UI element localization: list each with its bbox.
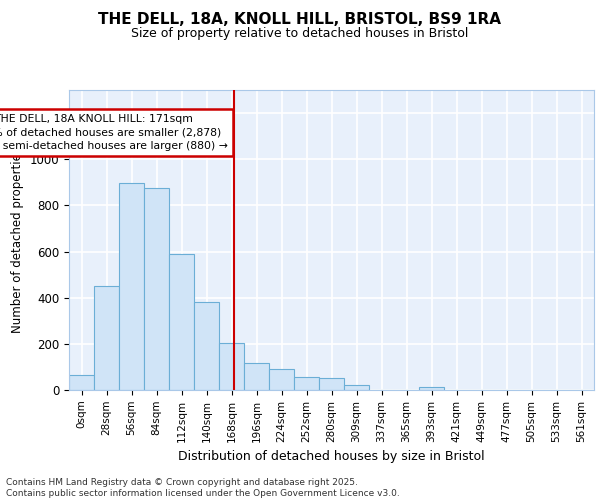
Text: Size of property relative to detached houses in Bristol: Size of property relative to detached ho… (131, 28, 469, 40)
Bar (169, 254, 194, 390)
Bar (69, 375, 94, 390)
Bar (319, 378, 344, 390)
Bar (144, 188, 169, 390)
Text: Contains HM Land Registry data © Crown copyright and database right 2025.
Contai: Contains HM Land Registry data © Crown c… (6, 478, 400, 498)
X-axis label: Distribution of detached houses by size in Bristol: Distribution of detached houses by size … (178, 450, 485, 463)
Bar (344, 386, 369, 390)
Y-axis label: Number of detached properties: Number of detached properties (11, 147, 24, 333)
Bar (269, 369, 294, 390)
Bar (294, 378, 319, 390)
Text: THE DELL, 18A KNOLL HILL: 171sqm
← 76% of detached houses are smaller (2,878)
23: THE DELL, 18A KNOLL HILL: 171sqm ← 76% o… (0, 114, 227, 150)
Bar (244, 364, 269, 390)
Bar (419, 386, 444, 390)
Text: THE DELL, 18A, KNOLL HILL, BRISTOL, BS9 1RA: THE DELL, 18A, KNOLL HILL, BRISTOL, BS9 … (98, 12, 502, 28)
Bar (194, 302, 219, 390)
Bar (119, 184, 144, 390)
Bar (94, 286, 119, 390)
Bar (219, 342, 244, 390)
